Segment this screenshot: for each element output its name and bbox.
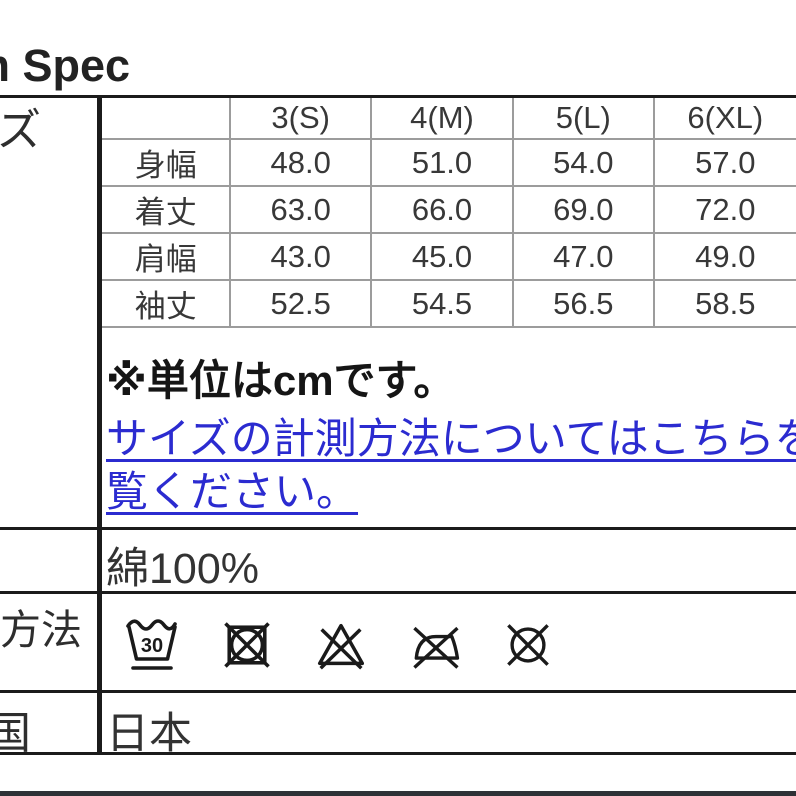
col-header-3s: 3(S) (229, 98, 372, 140)
cell-value: 47.0 (512, 232, 655, 281)
row-header-body-width: 身幅 (102, 138, 232, 187)
table-row: 身幅 48.0 51.0 54.0 57.0 (102, 138, 796, 187)
section-divider (0, 527, 796, 530)
cell-value: 66.0 (370, 185, 514, 234)
section-divider (0, 690, 796, 693)
section-divider (0, 752, 796, 755)
col-header-6xl: 6(XL) (652, 98, 796, 140)
cell-value: 63.0 (229, 185, 372, 234)
size-guide-link[interactable]: サイズの計測方法についてはこちらをご 覧ください。 (106, 412, 796, 518)
cell-value: 48.0 (229, 138, 372, 187)
do-not-bleach-icon (317, 623, 365, 670)
unit-note: ※単位はcmです。 (106, 357, 456, 404)
cell-value: 54.5 (370, 279, 514, 328)
page-title: m Spec (0, 40, 130, 92)
cell-value: 52.5 (229, 279, 372, 328)
row-header-sleeve-length: 袖丈 (102, 279, 232, 328)
size-guide-link-line2[interactable]: 覧ください。 (106, 468, 359, 515)
cell-value: 43.0 (229, 232, 372, 281)
do-not-iron-icon (413, 626, 460, 669)
row-header-shoulder-width: 肩幅 (102, 232, 232, 281)
corner-cell (102, 98, 232, 140)
care-symbols-row: 30 (121, 612, 557, 678)
cell-value: 49.0 (652, 232, 796, 281)
size-spec-table: 3(S) 4(M) 5(L) 6(XL) 身幅 48.0 51.0 54.0 5… (102, 98, 796, 328)
country-value: 日本 (106, 710, 192, 758)
cell-value: 57.0 (652, 138, 796, 187)
size-guide-link-line1[interactable]: サイズの計測方法についてはこちらをご (106, 415, 796, 462)
table-row: 肩幅 43.0 45.0 47.0 49.0 (102, 232, 796, 281)
bottom-clipped-bar (0, 791, 796, 796)
cell-value: 54.0 (512, 138, 655, 187)
wash-temperature-label: 30 (141, 635, 163, 657)
page-title-clipped-char: m (0, 40, 10, 91)
cell-value: 58.5 (652, 279, 796, 328)
row-header-length: 着丈 (102, 185, 232, 234)
section-divider (0, 591, 796, 594)
table-row: 着丈 63.0 66.0 69.0 72.0 (102, 185, 796, 234)
row-label-care-method: 方法 (0, 607, 82, 653)
row-label-country: 国 (0, 709, 31, 758)
col-header-5l: 5(L) (512, 98, 655, 140)
cell-value: 45.0 (370, 232, 514, 281)
cell-value: 56.5 (512, 279, 655, 328)
do-not-tumble-dry-icon (224, 622, 270, 668)
material-value: 綿100% (106, 545, 259, 593)
page-title-text: Spec (22, 40, 131, 91)
cell-value: 72.0 (652, 185, 796, 234)
row-label-size: ズ (0, 106, 41, 155)
table-header-row: 3(S) 4(M) 5(L) 6(XL) (102, 98, 796, 140)
label-column-divider (97, 95, 102, 755)
do-not-dry-clean-icon (507, 624, 549, 666)
cell-value: 51.0 (370, 138, 514, 187)
wash-30-gentle-icon: 30 (126, 619, 177, 670)
cell-value: 69.0 (512, 185, 655, 234)
table-top-rule (0, 95, 796, 98)
table-row: 袖丈 52.5 54.5 56.5 58.5 (102, 279, 796, 328)
col-header-4m: 4(M) (370, 98, 514, 140)
